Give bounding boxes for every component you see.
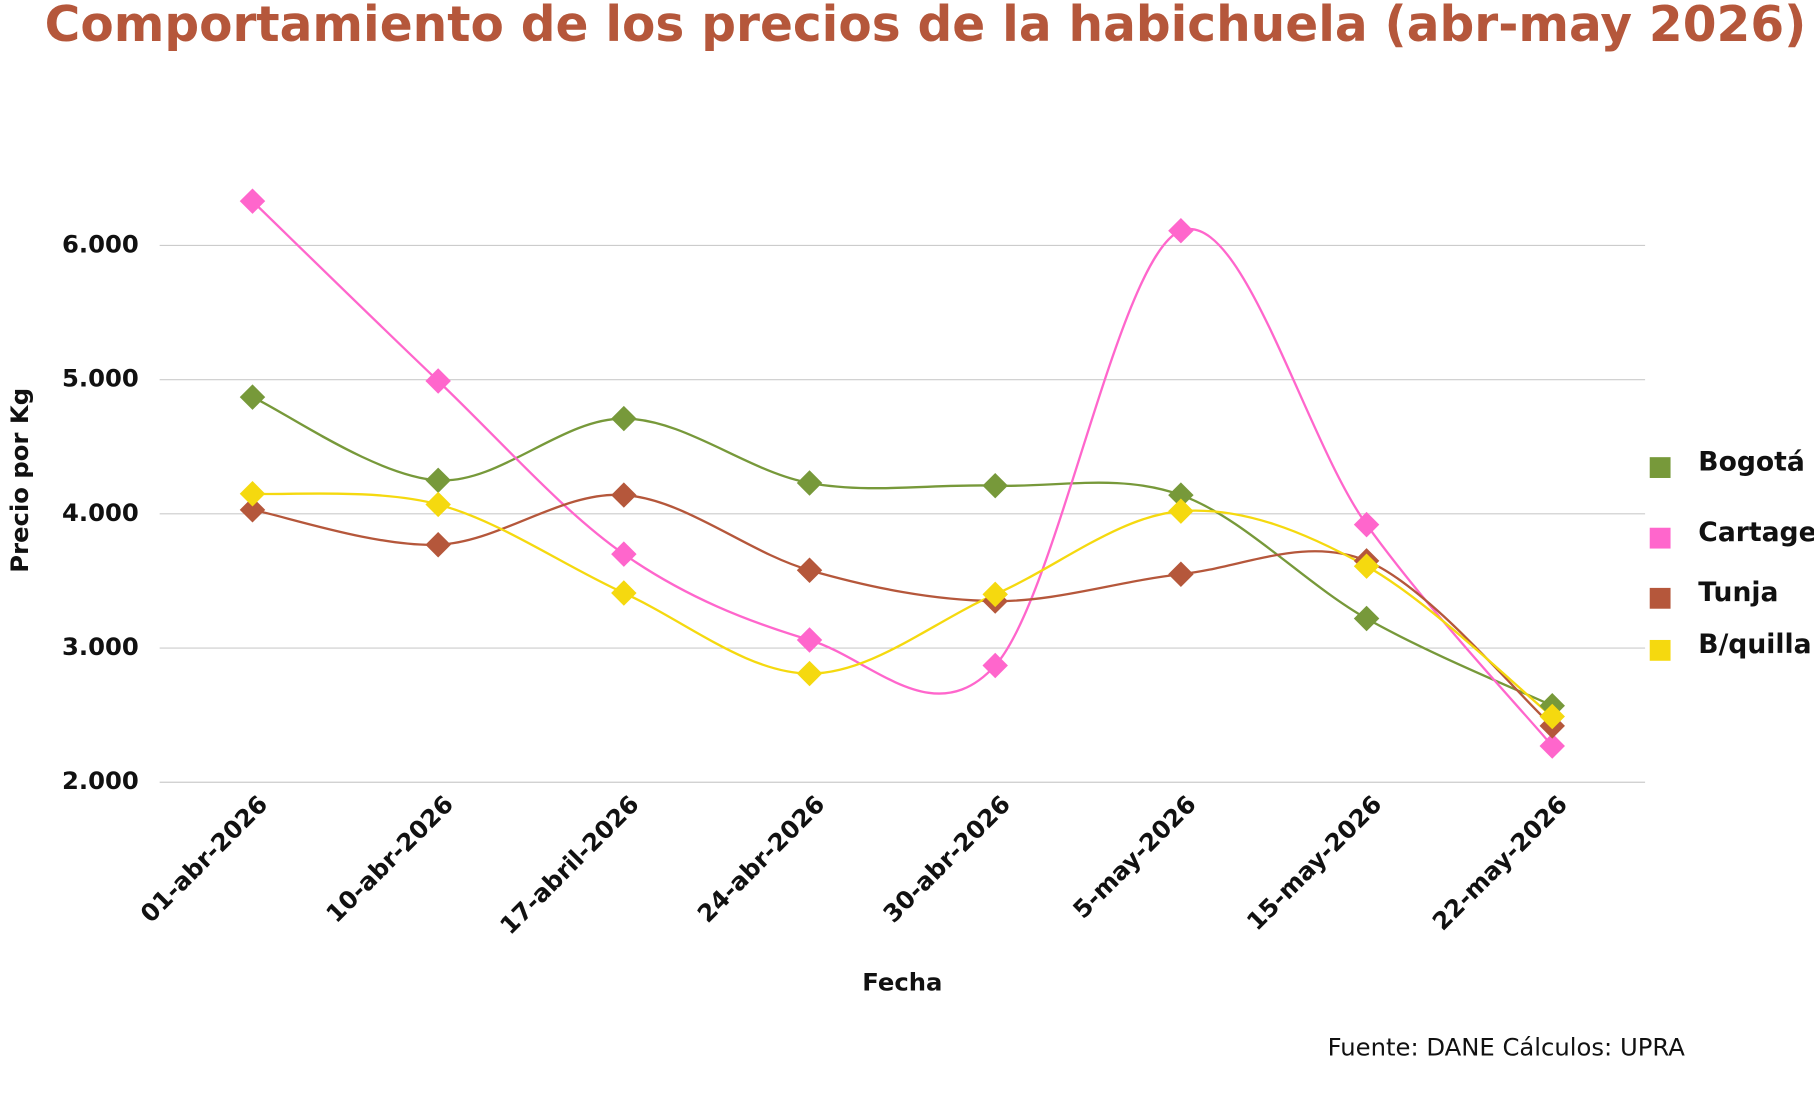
data-marker	[982, 581, 1008, 608]
x-tick-label: 24-abr-2026	[692, 789, 831, 928]
data-marker	[796, 557, 823, 583]
data-marker	[1168, 498, 1194, 524]
data-marker	[611, 541, 637, 567]
x-tick-label: 22-may-2026	[1426, 789, 1573, 936]
x-tick-label: 01-abr-2026	[134, 789, 273, 928]
data-marker	[1539, 733, 1565, 759]
data-marker	[1168, 561, 1194, 587]
data-marker	[425, 491, 451, 518]
data-marker	[796, 627, 823, 653]
data-marker	[611, 482, 637, 508]
y-tick-label: 4.000	[62, 498, 139, 527]
data-marker	[796, 470, 823, 496]
x-tick-label: 15-may-2026	[1241, 789, 1388, 936]
data-marker	[982, 472, 1008, 499]
y-axis-title: Precio por Kg	[5, 388, 34, 573]
y-tick-label: 2.000	[62, 766, 139, 795]
x-tick-label: 30-abr-2026	[877, 789, 1016, 928]
data-marker	[425, 368, 451, 394]
series-line	[251, 200, 1554, 747]
data-marker	[425, 467, 451, 494]
legend-swatch	[1649, 457, 1671, 478]
data-marker	[1353, 553, 1380, 579]
data-marker	[796, 660, 823, 687]
data-marker	[1353, 605, 1380, 632]
legend-swatch	[1649, 587, 1671, 609]
x-axis-title: Fecha	[862, 968, 942, 997]
source-note: Fuente: DANE Cálculos: UPRA	[1328, 1032, 1686, 1061]
data-marker	[1539, 703, 1565, 730]
x-tick-label: 5-may-2026	[1067, 789, 1202, 924]
y-tick-label: 6.000	[62, 229, 139, 258]
data-marker	[982, 652, 1008, 679]
x-tick-label: 17-abril-2026	[494, 789, 645, 940]
legend-label: B/quilla	[1698, 629, 1811, 660]
legend-label: Bogotá	[1698, 446, 1805, 477]
data-marker	[239, 384, 266, 410]
series-line	[252, 493, 1554, 727]
y-tick-label: 5.000	[62, 364, 139, 393]
legend-swatch	[1649, 527, 1671, 549]
series-line	[252, 396, 1553, 707]
legend-label: Tunja	[1698, 577, 1778, 608]
y-tick-label: 3.000	[62, 632, 139, 661]
data-marker	[1168, 482, 1194, 508]
chart-title: Comportamiento de los precios de la habi…	[45, 0, 1807, 53]
data-marker	[611, 405, 637, 432]
data-marker	[239, 480, 266, 507]
data-marker	[239, 188, 266, 214]
data-marker	[1168, 217, 1194, 244]
data-marker	[425, 531, 451, 558]
x-tick-label: 10-abr-2026	[320, 789, 459, 928]
data-marker	[611, 580, 637, 606]
data-marker	[1353, 511, 1380, 538]
legend-swatch	[1649, 639, 1671, 661]
legend-label: Cartage	[1698, 517, 1814, 548]
